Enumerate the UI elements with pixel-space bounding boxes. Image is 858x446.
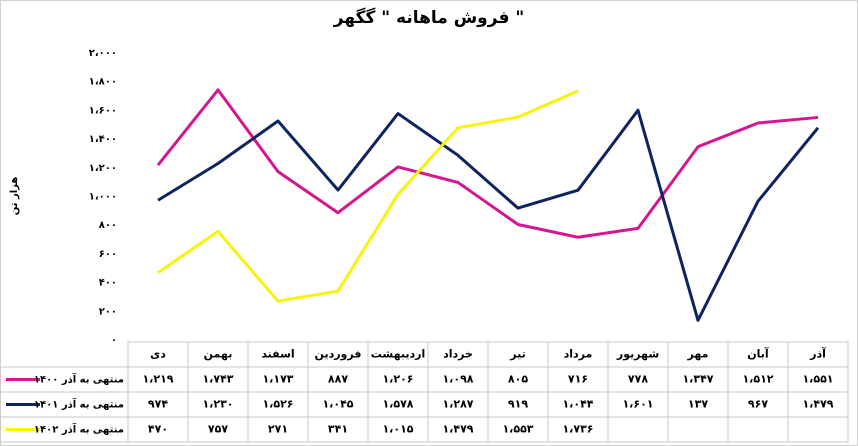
- table-value: ۱،۵۵۳: [502, 423, 533, 436]
- y-tick-label: ۱،۴۰۰: [89, 134, 117, 145]
- legend-label: منتهی به آذر ۱۴۰۲: [34, 423, 124, 436]
- y-tick-label: ۱،۰۰۰: [89, 192, 117, 203]
- y-tick-label: ۱،۶۰۰: [89, 105, 117, 116]
- table-value: ۱،۰۴۵: [322, 398, 353, 411]
- table-value: ۱،۴۷۹: [802, 398, 833, 411]
- y-tick-label: ۲۰۰: [99, 306, 117, 317]
- table-value: ۱،۵۱۲: [742, 373, 773, 386]
- table-value: ۹۶۷: [748, 398, 768, 411]
- table-value: ۱،۷۳۶: [562, 423, 593, 436]
- legend-label: منتهی به آذر ۱۴۰۰: [34, 373, 124, 386]
- table-value: ۱،۰۴۴: [562, 398, 593, 411]
- x-tick-label: آذر: [809, 347, 826, 361]
- table-value: ۱،۷۴۳: [202, 373, 233, 386]
- table-value: ۱،۲۰۶: [382, 373, 413, 386]
- y-tick-label: ۸۰۰: [99, 220, 117, 231]
- legend-label: منتهی به آذر ۱۴۰۱: [34, 398, 124, 411]
- table-value: ۱،۳۴۷: [682, 373, 713, 386]
- x-tick-label: فروردین: [315, 348, 362, 361]
- table-cell: [787, 416, 849, 443]
- x-tick-label: بهمن: [204, 348, 233, 361]
- table-value: ۹۷۴: [148, 398, 168, 411]
- x-tick-label: آبان: [747, 347, 769, 361]
- table-value: ۹۱۹: [508, 398, 528, 411]
- series-line: [156, 88, 819, 239]
- chart-title: فروش ماهانه " گگهر ": [333, 7, 524, 28]
- table-value: ۸۰۵: [508, 373, 528, 386]
- y-tick-label: ۶۰۰: [99, 249, 117, 260]
- x-tick-label: دی: [150, 348, 166, 361]
- x-tick-label: شهریور: [616, 348, 659, 361]
- table-value: ۱،۲۱۹: [142, 373, 173, 386]
- series-line: [157, 108, 820, 322]
- table-value: ۷۱۶: [568, 373, 588, 386]
- table-value: ۱،۲۳۰: [202, 398, 233, 411]
- table-value: ۷۵۷: [208, 423, 228, 436]
- table-value: ۱،۵۵۱: [802, 373, 833, 386]
- table-value: ۱،۲۸۷: [442, 398, 473, 411]
- y-tick-label: ۰: [111, 335, 117, 346]
- x-tick-label: اسفند: [261, 348, 294, 361]
- y-tick-label: ۱،۲۰۰: [89, 163, 117, 174]
- table-value: ۲۷۱: [268, 423, 288, 436]
- x-tick-label: خرداد: [443, 348, 473, 361]
- y-tick-label: ۱،۸۰۰: [89, 77, 117, 88]
- table-value: ۴۷۰: [148, 423, 168, 436]
- y-tick-label: ۲،۰۰۰: [89, 48, 117, 59]
- table-value: ۱،۵۷۸: [382, 398, 413, 411]
- table-value: ۱،۰۹۸: [442, 373, 473, 386]
- y-axis-label: هزار تن: [9, 177, 20, 216]
- table-value: ۷۷۸: [628, 373, 648, 386]
- table-value: ۱،۱۷۳: [262, 373, 293, 386]
- table-value: ۱،۵۲۶: [262, 398, 293, 411]
- table-value: ۱،۶۰۱: [622, 398, 653, 411]
- table-value: ۸۸۷: [328, 373, 348, 386]
- x-tick-label: اردیبهشت: [371, 348, 425, 361]
- table-value: ۳۴۱: [328, 423, 348, 436]
- y-tick-label: ۴۰۰: [99, 278, 117, 289]
- table-value: ۱،۰۱۵: [382, 423, 413, 436]
- table-value: ۱،۴۷۹: [442, 423, 473, 436]
- x-tick-label: تیر: [509, 348, 525, 361]
- x-tick-label: مرداد: [564, 348, 593, 361]
- table-value: ۱۳۷: [688, 398, 708, 411]
- series-line: [157, 89, 579, 303]
- x-tick-label: مهر: [687, 348, 709, 361]
